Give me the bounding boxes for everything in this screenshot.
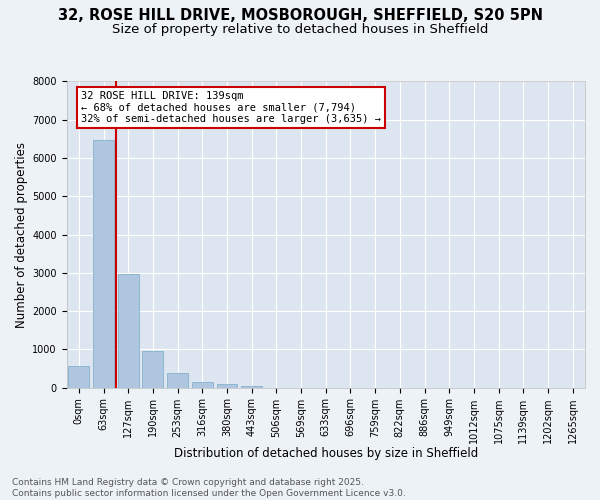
Bar [167, 374, 188, 388]
Bar [118, 274, 139, 388]
Text: 32, ROSE HILL DRIVE, MOSBOROUGH, SHEFFIELD, S20 5PN: 32, ROSE HILL DRIVE, MOSBOROUGH, SHEFFIE… [58, 8, 542, 22]
Bar [142, 351, 163, 388]
X-axis label: Distribution of detached houses by size in Sheffield: Distribution of detached houses by size … [173, 447, 478, 460]
Text: 32 ROSE HILL DRIVE: 139sqm
← 68% of detached houses are smaller (7,794)
32% of s: 32 ROSE HILL DRIVE: 139sqm ← 68% of deta… [81, 91, 381, 124]
Bar [217, 384, 238, 388]
Bar [68, 366, 89, 388]
Bar [192, 382, 213, 388]
Bar [93, 140, 114, 388]
Bar [241, 386, 262, 388]
Y-axis label: Number of detached properties: Number of detached properties [15, 142, 28, 328]
Text: Size of property relative to detached houses in Sheffield: Size of property relative to detached ho… [112, 22, 488, 36]
Text: Contains HM Land Registry data © Crown copyright and database right 2025.
Contai: Contains HM Land Registry data © Crown c… [12, 478, 406, 498]
